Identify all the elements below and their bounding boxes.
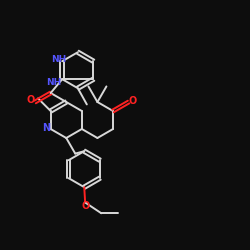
- Text: NH: NH: [52, 56, 67, 64]
- Text: O: O: [129, 96, 137, 106]
- Text: O: O: [81, 201, 89, 211]
- Text: O: O: [27, 95, 35, 105]
- Text: NH: NH: [46, 78, 61, 86]
- Text: N: N: [42, 123, 50, 133]
